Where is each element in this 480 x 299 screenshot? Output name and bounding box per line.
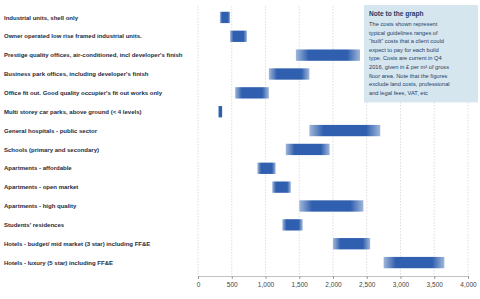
range-bar — [272, 181, 291, 192]
bars — [218, 12, 444, 268]
tick-label: 1,000 — [258, 281, 275, 288]
range-bar — [269, 68, 310, 79]
tick-label: 2,000 — [325, 281, 342, 288]
note-line: typical guidelines ranges of — [369, 30, 438, 36]
tick: 1,500 — [292, 276, 309, 288]
category-label: Apartments - affordable — [4, 165, 72, 171]
tick-mark — [401, 276, 402, 279]
grid-line — [299, 6, 300, 276]
grid-line — [333, 6, 334, 276]
category-label: Office fit out. Good quality occupier's … — [4, 90, 163, 96]
note-line: “built” costs that a client could — [369, 38, 444, 44]
range-bar — [230, 31, 247, 42]
tick-mark — [232, 276, 233, 279]
range-bar — [309, 125, 380, 136]
category-label: Hotels - luxury (5 star) including FF&E — [4, 260, 113, 266]
tick: 4,000 — [460, 276, 477, 288]
category-label: Apartments - open market — [4, 184, 78, 190]
category-label: Industrial units, shell only — [4, 15, 79, 21]
note-line: floor area. Note that the figures — [369, 73, 448, 79]
range-bar — [257, 163, 275, 174]
note-line: expect to pay for each build — [369, 47, 439, 53]
note: Note to the graph The costs shown represe… — [364, 5, 478, 102]
note-box — [364, 5, 478, 102]
tick-label: 4,000 — [460, 281, 477, 288]
tick: 500 — [227, 276, 238, 288]
range-bar — [296, 49, 360, 60]
range-bar — [282, 219, 302, 230]
category-label: Hotels - budget/ mid market (3 star) inc… — [4, 241, 150, 247]
axis-line — [199, 277, 469, 280]
category-label: Students' residences — [4, 222, 65, 228]
tick: 0 — [197, 276, 201, 288]
x-axis: 0 500 1,000 1,500 2,000 2,500 3,000 3,500 4,000 — [197, 276, 477, 288]
tick-mark — [367, 276, 368, 279]
tick-mark — [434, 276, 435, 279]
range-bar — [286, 144, 330, 155]
range-bar — [384, 257, 445, 268]
category-label: Business park offices, including develop… — [4, 71, 149, 77]
grid-line — [265, 6, 266, 276]
tick-mark — [299, 276, 300, 279]
tick: 3,000 — [393, 276, 410, 288]
grid-line — [198, 6, 199, 276]
grid — [198, 6, 468, 276]
tick: 2,500 — [359, 276, 376, 288]
category-labels: Industrial units, shell only Owner operat… — [4, 15, 183, 266]
tick-mark — [468, 276, 469, 279]
range-bar — [333, 238, 370, 249]
category-label: Apartments - high quality — [4, 203, 77, 209]
note-line: The costs shown represent — [369, 21, 438, 27]
note-line: exclude land costs, professional — [369, 81, 450, 87]
category-label: Prestige quality offices, air-conditione… — [4, 52, 183, 58]
category-label: Schools (primary and secondary) — [4, 147, 99, 153]
tick: 1,000 — [258, 276, 275, 288]
category-label: Owner operated low rise framed industria… — [4, 33, 142, 39]
tick-mark — [198, 276, 199, 279]
tick-label: 3,500 — [427, 281, 444, 288]
tick-mark — [266, 276, 267, 279]
tick-label: 0 — [197, 281, 201, 288]
note-title: Note to the graph — [369, 10, 424, 18]
grid-line — [231, 6, 232, 276]
note-line: type. Costs are current in Q4 — [369, 55, 442, 61]
tick-label: 1,500 — [292, 281, 309, 288]
tick: 2,000 — [325, 276, 342, 288]
range-bar — [235, 87, 269, 98]
tick-label: 2,500 — [359, 281, 376, 288]
tick-label: 500 — [227, 281, 238, 288]
range-bar — [299, 200, 363, 211]
note-line: and legal fees, VAT, etc — [369, 90, 428, 96]
range-bar — [218, 106, 222, 117]
note-line: 2016, given in £ per m² of gross — [369, 64, 449, 70]
range-bar — [220, 12, 230, 23]
tick-label: 3,000 — [393, 281, 410, 288]
tick-mark — [333, 276, 334, 279]
tick: 3,500 — [427, 276, 444, 288]
category-label: General hospitals - public sector — [4, 128, 98, 134]
chart: 0 500 1,000 1,500 2,000 2,500 3,000 3,500 4,000 I… — [0, 0, 480, 299]
category-label: Multi storey car parks, above ground (< … — [4, 109, 142, 115]
